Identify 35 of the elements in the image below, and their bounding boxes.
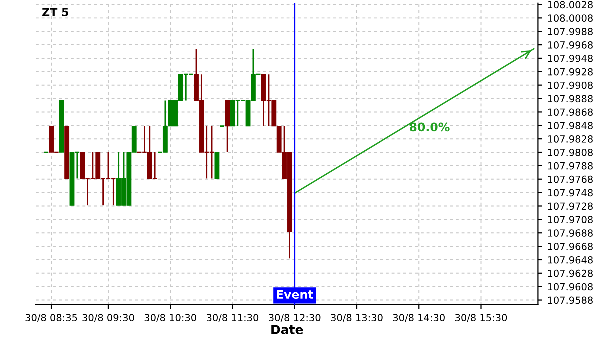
ref-line-label: Event [277,290,314,300]
y-tick-label: 107.9648 [548,256,593,264]
y-tick-label: 107.9828 [548,136,593,143]
y-tick-label: 108.0008 [548,14,593,22]
y-tick-label: 107.9888 [548,95,593,103]
y-tick-label: 107.9968 [548,42,593,49]
y-tick-label: 107.9928 [548,68,593,76]
x-tick-label: 30/8 12:30 [269,314,321,322]
y-tick-label: 107.9988 [548,28,593,36]
y-tick-label: 107.9808 [548,148,593,156]
y-tick-label: 107.9768 [548,176,593,184]
y-tick-label: 107.9608 [548,283,593,291]
y-tick-label: 107.9708 [548,216,593,224]
chart-title: ZT 5 [42,8,68,17]
y-tick-label: 107.9948 [548,54,593,62]
y-tick-label: 107.9728 [548,202,593,210]
y-tick-label: 107.9748 [548,189,593,197]
x-tick-label: 30/8 14:30 [393,314,445,322]
x-tick-label: 30/8 15:30 [456,314,508,322]
y-tick-label: 107.9628 [548,270,593,278]
y-tick-label: 107.9588 [548,296,593,304]
y-tick-label: 107.9668 [548,243,593,250]
y-tick-label: 107.9788 [548,162,593,170]
y-tick-label: 107.9848 [548,122,593,130]
x-tick-label: 30/8 10:30 [144,314,196,322]
x-axis-title: Date [272,325,304,334]
x-tick-label: 30/8 13:30 [331,314,383,322]
x-tick-label: 30/8 08:35 [26,314,78,322]
x-tick-label: 30/8 11:30 [207,314,259,322]
annotation: 80.0% [410,122,450,132]
y-tick-label: 107.9908 [548,82,593,90]
y-tick-label: 107.9688 [548,230,593,237]
y-tick-label: 108.0028 [548,1,593,9]
y-tick-label: 107.9868 [548,108,593,116]
x-tick-label: 30/8 09:30 [82,314,134,322]
